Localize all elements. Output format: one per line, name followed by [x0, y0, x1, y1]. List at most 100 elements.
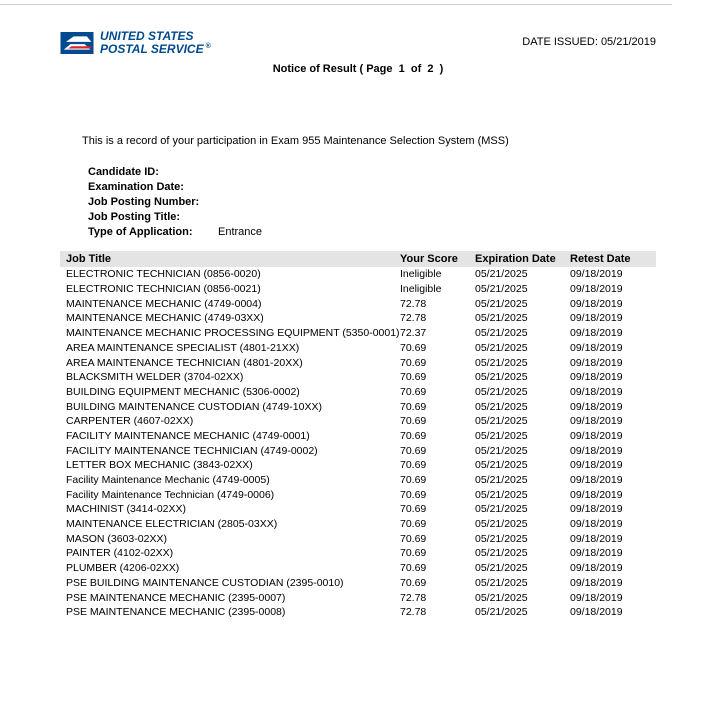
cell-score: 72.37: [400, 326, 475, 341]
cell-retest: 09/18/2019: [570, 473, 650, 488]
date-issued: DATE ISSUED: 05/21/2019: [522, 36, 656, 48]
cell-expiration: 05/21/2025: [475, 458, 570, 473]
cell-job-title: BUILDING MAINTENANCE CUSTODIAN (4749-10X…: [60, 400, 400, 415]
candidate-id-label: Candidate ID:: [88, 165, 218, 180]
cell-job-title: PSE MAINTENANCE MECHANIC (2395-0007): [60, 591, 400, 606]
col-your-score: Your Score: [400, 253, 475, 265]
cell-retest: 09/18/2019: [570, 532, 650, 547]
cell-retest: 09/18/2019: [570, 326, 650, 341]
cell-retest: 09/18/2019: [570, 385, 650, 400]
candidate-id-row: Candidate ID:: [88, 165, 656, 180]
table-row: LETTER BOX MECHANIC (3843-02XX)70.6905/2…: [60, 458, 656, 473]
cell-expiration: 05/21/2025: [475, 591, 570, 606]
cell-expiration: 05/21/2025: [475, 341, 570, 356]
page-total: 2: [427, 63, 433, 75]
cell-retest: 09/18/2019: [570, 444, 650, 459]
cell-expiration: 05/21/2025: [475, 473, 570, 488]
cell-retest: 09/18/2019: [570, 546, 650, 561]
cell-expiration: 05/21/2025: [475, 311, 570, 326]
table-row: FACILITY MAINTENANCE TECHNICIAN (4749-00…: [60, 444, 656, 459]
cell-job-title: MAINTENANCE MECHANIC (4749-03XX): [60, 311, 400, 326]
table-row: BUILDING EQUIPMENT MECHANIC (5306-0002)7…: [60, 385, 656, 400]
cell-score: Ineligible: [400, 267, 475, 282]
cell-retest: 09/18/2019: [570, 356, 650, 371]
cell-job-title: Facility Maintenance Technician (4749-00…: [60, 488, 400, 503]
col-expiration-date: Expiration Date: [475, 253, 570, 265]
cell-retest: 09/18/2019: [570, 576, 650, 591]
cell-score: 70.69: [400, 546, 475, 561]
cell-expiration: 05/21/2025: [475, 517, 570, 532]
table-row: PSE MAINTENANCE MECHANIC (2395-0007)72.7…: [60, 591, 656, 606]
cell-retest: 09/18/2019: [570, 414, 650, 429]
cell-score: 70.69: [400, 356, 475, 371]
cell-job-title: ELECTRONIC TECHNICIAN (0856-0021): [60, 282, 400, 297]
table-row: Facility Maintenance Mechanic (4749-0005…: [60, 473, 656, 488]
cell-retest: 09/18/2019: [570, 429, 650, 444]
cell-expiration: 05/21/2025: [475, 385, 570, 400]
table-row: BUILDING MAINTENANCE CUSTODIAN (4749-10X…: [60, 400, 656, 415]
table-row: MACHINIST (3414-02XX)70.6905/21/202509/1…: [60, 502, 656, 517]
cell-retest: 09/18/2019: [570, 591, 650, 606]
cell-job-title: AREA MAINTENANCE SPECIALIST (4801-21XX): [60, 341, 400, 356]
cell-expiration: 05/21/2025: [475, 502, 570, 517]
candidate-meta: Candidate ID: Examination Date: Job Post…: [88, 165, 656, 239]
cell-job-title: PLUMBER (4206-02XX): [60, 561, 400, 576]
table-row: ELECTRONIC TECHNICIAN (0856-0020)Ineligi…: [60, 267, 656, 282]
cell-job-title: MAINTENANCE MECHANIC (4749-0004): [60, 297, 400, 312]
cell-expiration: 05/21/2025: [475, 576, 570, 591]
cell-job-title: LETTER BOX MECHANIC (3843-02XX): [60, 458, 400, 473]
cell-score: 72.78: [400, 605, 475, 620]
cell-retest: 09/18/2019: [570, 282, 650, 297]
table-row: ELECTRONIC TECHNICIAN (0856-0021)Ineligi…: [60, 282, 656, 297]
cell-score: 70.69: [400, 429, 475, 444]
cell-score: 70.69: [400, 517, 475, 532]
table-row: BLACKSMITH WELDER (3704-02XX)70.6905/21/…: [60, 370, 656, 385]
cell-score: 70.69: [400, 400, 475, 415]
cell-score: 72.78: [400, 311, 475, 326]
cell-expiration: 05/21/2025: [475, 356, 570, 371]
cell-expiration: 05/21/2025: [475, 546, 570, 561]
cell-expiration: 05/21/2025: [475, 297, 570, 312]
cell-retest: 09/18/2019: [570, 297, 650, 312]
cell-score: 70.69: [400, 370, 475, 385]
cell-retest: 09/18/2019: [570, 561, 650, 576]
cell-job-title: BLACKSMITH WELDER (3704-02XX): [60, 370, 400, 385]
cell-score: 70.69: [400, 532, 475, 547]
cell-expiration: 05/21/2025: [475, 532, 570, 547]
table-row: MAINTENANCE ELECTRICIAN (2805-03XX)70.69…: [60, 517, 656, 532]
col-retest-date: Retest Date: [570, 253, 650, 265]
table-row: MASON (3603-02XX)70.6905/21/202509/18/20…: [60, 532, 656, 547]
cell-score: 70.69: [400, 502, 475, 517]
cell-job-title: MASON (3603-02XX): [60, 532, 400, 547]
table-row: PLUMBER (4206-02XX)70.6905/21/202509/18/…: [60, 561, 656, 576]
posting-number-row: Job Posting Number:: [88, 195, 656, 210]
date-issued-value: 05/21/2019: [601, 36, 656, 48]
cell-retest: 09/18/2019: [570, 311, 650, 326]
cell-job-title: MAINTENANCE MECHANIC PROCESSING EQUIPMEN…: [60, 326, 400, 341]
table-row: PSE BUILDING MAINTENANCE CUSTODIAN (2395…: [60, 576, 656, 591]
notice-suffix: ): [440, 63, 444, 75]
cell-score: 70.69: [400, 576, 475, 591]
date-issued-label: DATE ISSUED:: [522, 36, 598, 48]
posting-number-label: Job Posting Number:: [88, 195, 218, 210]
cell-retest: 09/18/2019: [570, 502, 650, 517]
table-row: MAINTENANCE MECHANIC (4749-03XX)72.7805/…: [60, 311, 656, 326]
table-body: ELECTRONIC TECHNICIAN (0856-0020)Ineligi…: [60, 267, 656, 620]
table-row: FACILITY MAINTENANCE MECHANIC (4749-0001…: [60, 429, 656, 444]
app-type-value: Entrance: [218, 225, 262, 240]
cell-expiration: 05/21/2025: [475, 605, 570, 620]
table-row: MAINTENANCE MECHANIC (4749-0004)72.7805/…: [60, 297, 656, 312]
cell-expiration: 05/21/2025: [475, 414, 570, 429]
cell-job-title: PAINTER (4102-02XX): [60, 546, 400, 561]
cell-expiration: 05/21/2025: [475, 488, 570, 503]
cell-score: 70.69: [400, 561, 475, 576]
table-row: AREA MAINTENANCE TECHNICIAN (4801-20XX)7…: [60, 356, 656, 371]
cell-job-title: FACILITY MAINTENANCE TECHNICIAN (4749-00…: [60, 444, 400, 459]
app-type-label: Type of Application:: [88, 225, 218, 240]
cell-score: 70.69: [400, 385, 475, 400]
cell-score: 72.78: [400, 297, 475, 312]
cell-score: 70.69: [400, 341, 475, 356]
table-row: PSE MAINTENANCE MECHANIC (2395-0008)72.7…: [60, 605, 656, 620]
table-row: AREA MAINTENANCE SPECIALIST (4801-21XX)7…: [60, 341, 656, 356]
eagle-icon: [60, 32, 94, 54]
